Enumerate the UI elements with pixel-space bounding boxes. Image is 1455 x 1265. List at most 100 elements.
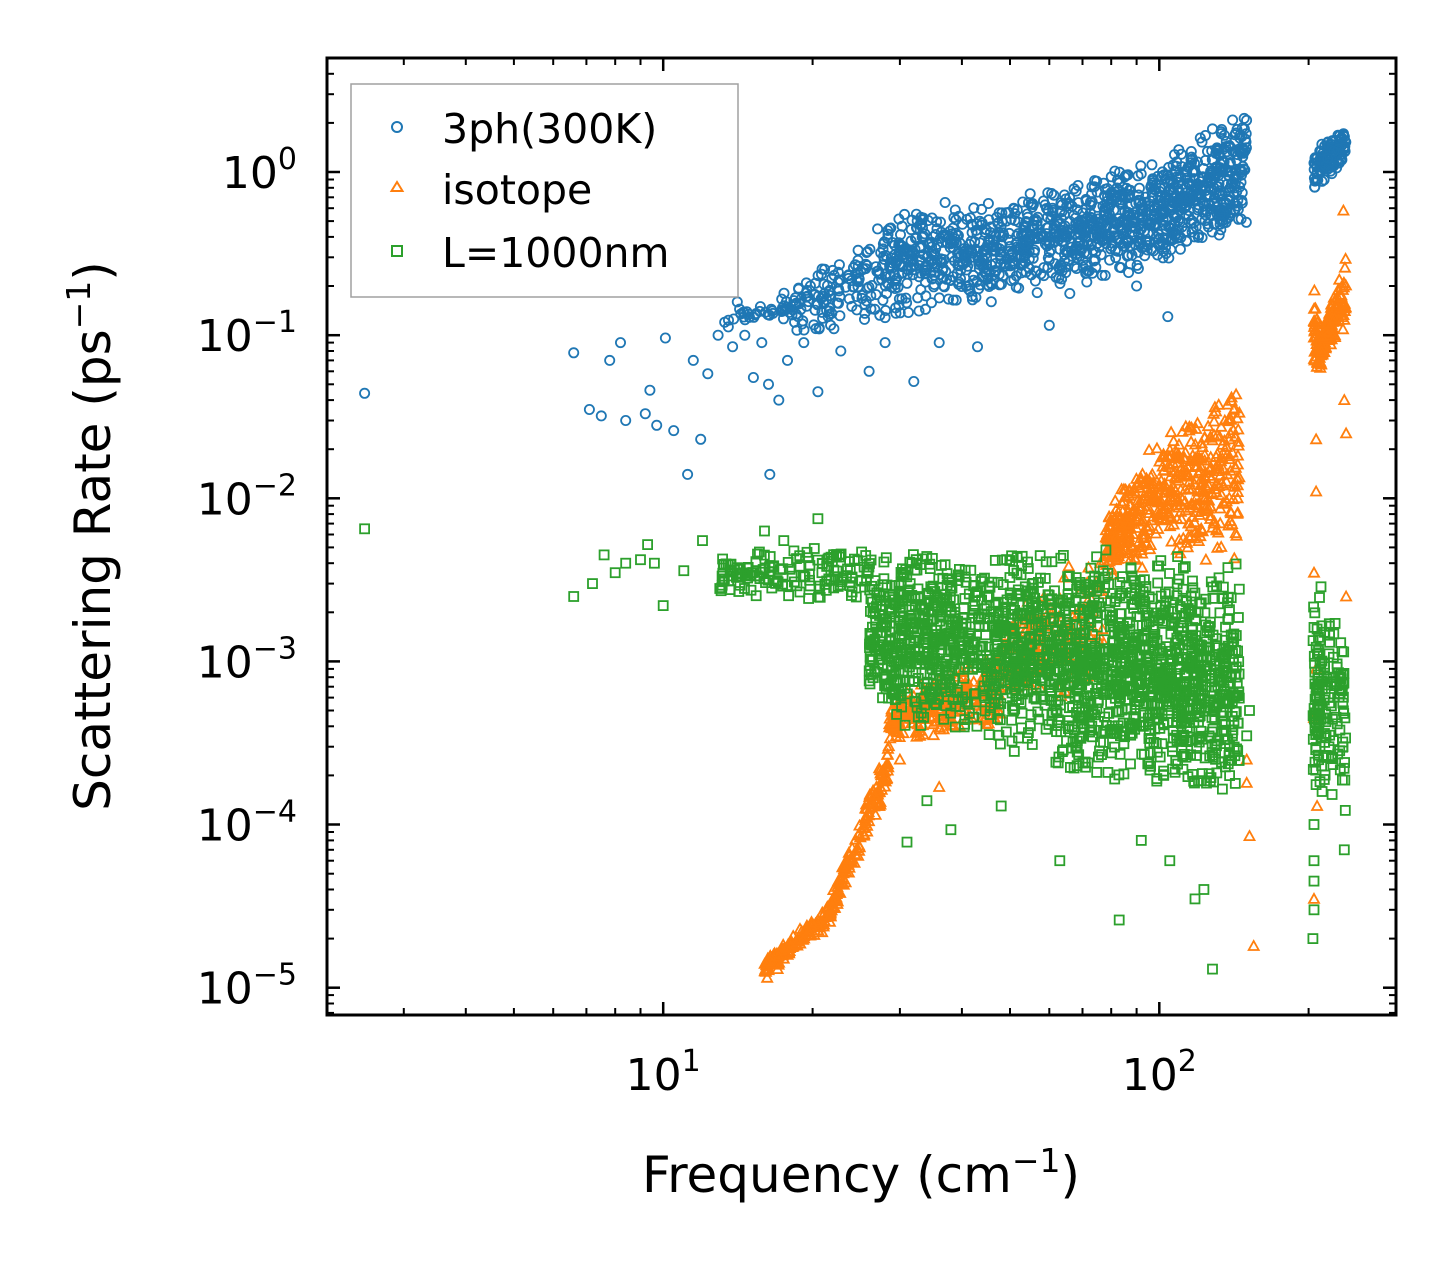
data-point-isotope bbox=[1177, 452, 1191, 465]
data-point-isotope bbox=[1161, 494, 1175, 507]
data-point-3ph-300k bbox=[1325, 165, 1337, 177]
data-point-3ph-300k bbox=[900, 292, 912, 304]
data-point-isotope bbox=[1227, 479, 1241, 492]
data-point-l-1000nm bbox=[844, 564, 856, 575]
data-point-3ph-300k bbox=[1110, 252, 1122, 264]
data-point-3ph-300k bbox=[927, 231, 939, 243]
data-point-3ph-300k bbox=[833, 297, 845, 309]
data-point-3ph-300k bbox=[1096, 269, 1108, 281]
data-point-3ph-300k bbox=[818, 296, 830, 308]
data-point-isotope bbox=[1156, 502, 1170, 514]
data-point-isotope bbox=[1207, 414, 1221, 427]
data-point-isotope bbox=[1111, 552, 1125, 564]
data-point-l-1000nm bbox=[969, 600, 981, 612]
data-point-3ph-300k bbox=[896, 267, 908, 279]
data-point-3ph-300k bbox=[1053, 231, 1065, 243]
data-point-3ph-300k bbox=[764, 468, 776, 480]
data-point-isotope bbox=[1307, 565, 1321, 578]
data-point-isotope bbox=[978, 710, 992, 722]
data-point-3ph-300k bbox=[812, 386, 824, 398]
data-point-isotope bbox=[1209, 485, 1224, 498]
data-point-3ph-300k bbox=[1336, 154, 1348, 166]
data-point-3ph-300k bbox=[882, 224, 894, 236]
data-point-l-1000nm bbox=[794, 586, 806, 598]
data-point-3ph-300k bbox=[1174, 216, 1186, 228]
data-point-3ph-300k bbox=[1105, 171, 1117, 183]
data-point-3ph-300k bbox=[1104, 254, 1116, 266]
data-point-3ph-300k bbox=[695, 433, 707, 445]
data-point-isotope bbox=[1216, 478, 1230, 491]
data-point-3ph-300k bbox=[1214, 185, 1226, 197]
data-point-l-1000nm bbox=[752, 548, 763, 560]
data-point-3ph-300k bbox=[853, 272, 865, 284]
data-point-l-1000nm bbox=[724, 584, 736, 595]
data-point-3ph-300k bbox=[747, 371, 759, 383]
data-point-3ph-300k bbox=[739, 329, 751, 341]
data-point-3ph-300k bbox=[1229, 197, 1241, 209]
data-point-isotope bbox=[1227, 551, 1241, 564]
data-point-3ph-300k bbox=[790, 298, 802, 310]
data-point-3ph-300k bbox=[1241, 114, 1253, 126]
data-point-l-1000nm bbox=[933, 693, 944, 705]
data-point-isotope bbox=[1198, 448, 1212, 460]
data-point-3ph-300k bbox=[1141, 206, 1153, 218]
data-point-l-1000nm bbox=[751, 570, 763, 582]
data-point-3ph-300k bbox=[985, 296, 997, 308]
data-point-isotope bbox=[802, 928, 816, 941]
data-point-3ph-300k bbox=[976, 203, 988, 215]
data-point-isotope bbox=[835, 860, 849, 873]
data-point-3ph-300k bbox=[1090, 246, 1102, 258]
data-point-3ph-300k bbox=[1183, 194, 1195, 206]
data-point-3ph-300k bbox=[1172, 194, 1184, 206]
data-point-3ph-300k bbox=[1131, 280, 1143, 292]
data-point-isotope bbox=[1230, 507, 1244, 519]
data-point-l-1000nm bbox=[788, 545, 800, 557]
data-point-isotope bbox=[1109, 502, 1124, 514]
data-point-3ph-300k bbox=[786, 309, 798, 321]
data-point-3ph-300k bbox=[1121, 169, 1133, 181]
data-point-isotope bbox=[1190, 416, 1205, 429]
data-point-isotope bbox=[1307, 892, 1321, 904]
data-point-l-1000nm bbox=[740, 570, 751, 581]
data-point-isotope bbox=[1311, 356, 1325, 368]
data-point-isotope bbox=[862, 808, 876, 821]
data-point-l-1000nm bbox=[965, 564, 977, 576]
data-point-l-1000nm bbox=[880, 552, 892, 564]
data-point-3ph-300k bbox=[1121, 250, 1133, 262]
data-point-isotope bbox=[1142, 506, 1156, 518]
data-point-3ph-300k bbox=[947, 271, 959, 283]
data-point-isotope bbox=[1222, 491, 1236, 503]
data-point-3ph-300k bbox=[1073, 237, 1085, 249]
data-point-isotope bbox=[927, 728, 941, 741]
data-point-isotope bbox=[1158, 482, 1172, 495]
data-point-l-1000nm bbox=[804, 574, 815, 586]
data-point-3ph-300k bbox=[1012, 228, 1024, 240]
data-point-3ph-300k bbox=[651, 419, 663, 431]
data-point-3ph-300k bbox=[889, 282, 901, 294]
data-point-3ph-300k bbox=[939, 196, 951, 208]
data-point-3ph-300k bbox=[920, 303, 932, 315]
data-point-isotope bbox=[1182, 419, 1196, 432]
data-point-isotope bbox=[758, 962, 773, 975]
data-point-3ph-300k bbox=[1169, 219, 1181, 231]
data-point-isotope bbox=[760, 954, 774, 967]
data-point-3ph-300k bbox=[808, 289, 820, 301]
data-point-isotope bbox=[1310, 799, 1324, 811]
data-point-isotope bbox=[1203, 512, 1217, 524]
data-point-isotope bbox=[852, 838, 866, 851]
data-point-3ph-300k bbox=[982, 197, 994, 209]
data-point-3ph-300k bbox=[793, 282, 805, 294]
data-point-3ph-300k bbox=[1120, 192, 1132, 204]
data-point-3ph-300k bbox=[833, 259, 845, 271]
data-point-isotope bbox=[1167, 517, 1181, 530]
data-point-3ph-300k bbox=[828, 323, 840, 335]
data-point-3ph-300k bbox=[1135, 203, 1147, 215]
data-point-3ph-300k bbox=[863, 365, 875, 377]
data-point-isotope bbox=[1220, 397, 1235, 410]
data-point-3ph-300k bbox=[687, 354, 699, 366]
data-point-isotope bbox=[1134, 514, 1149, 527]
data-point-isotope bbox=[1142, 443, 1156, 455]
data-point-3ph-300k bbox=[1197, 162, 1209, 174]
data-point-isotope bbox=[1230, 411, 1244, 424]
data-point-3ph-300k bbox=[975, 255, 987, 267]
